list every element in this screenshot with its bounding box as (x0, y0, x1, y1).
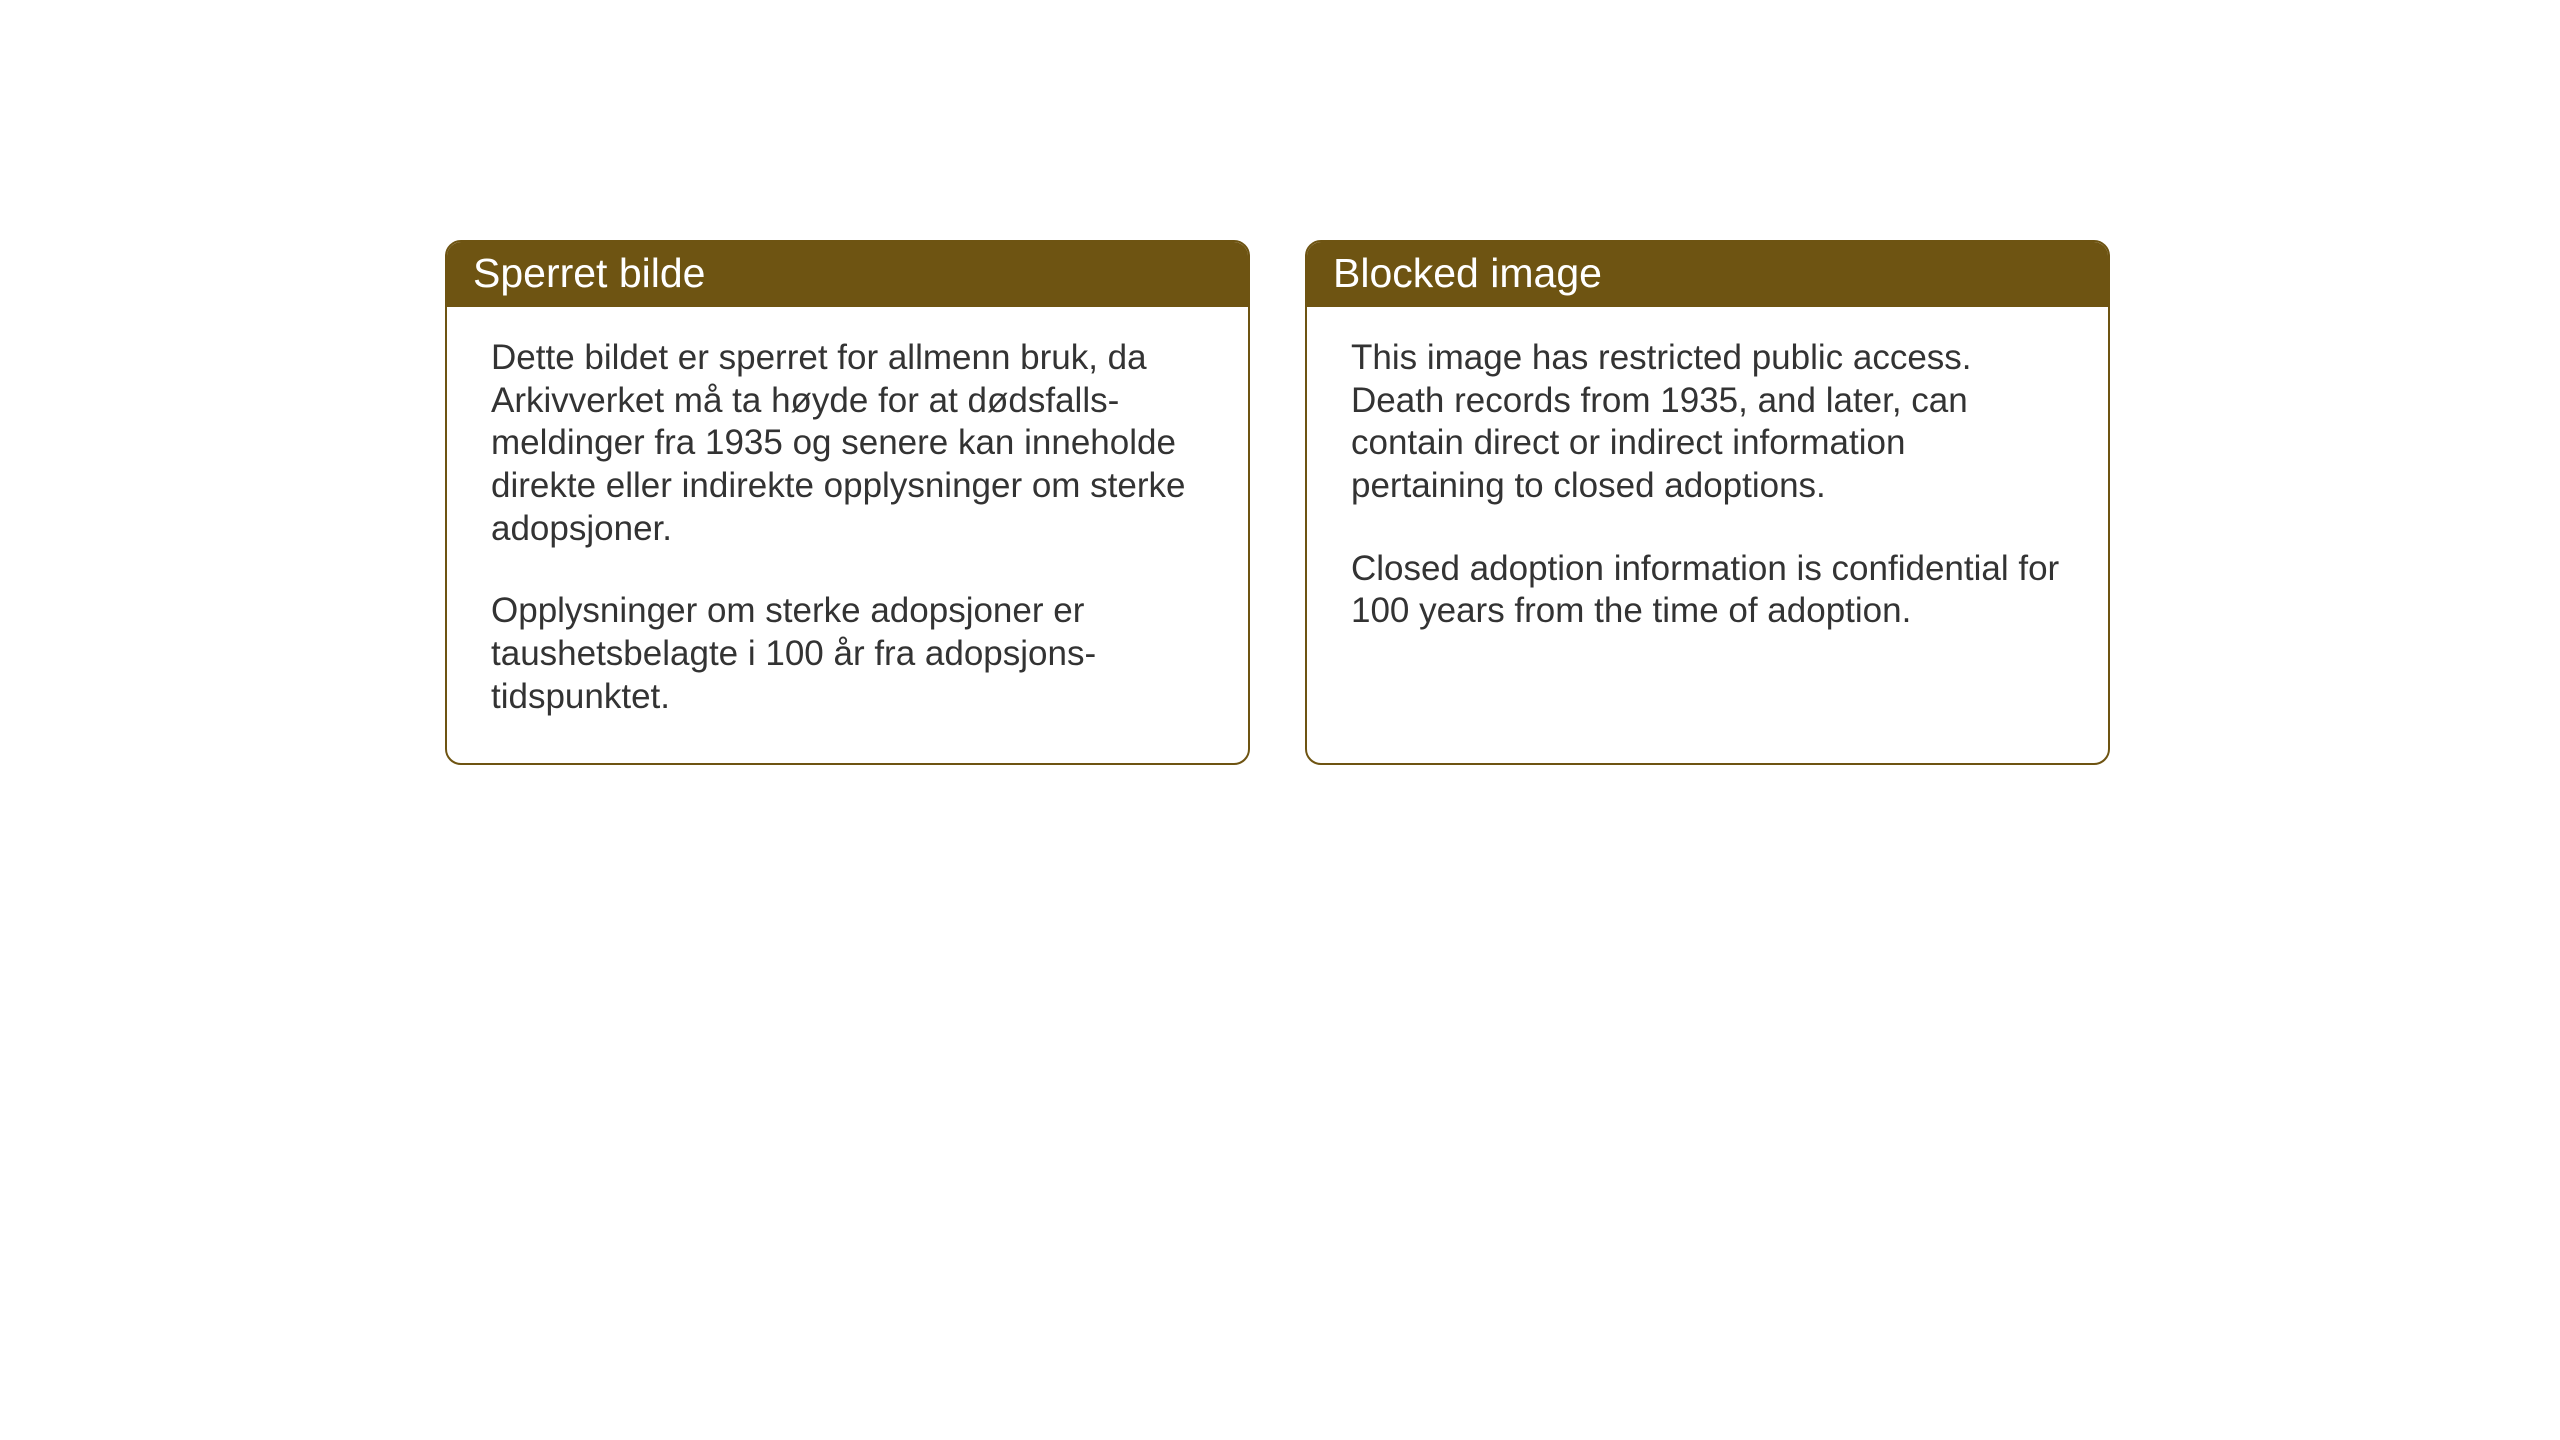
notice-body-english: This image has restricted public access.… (1307, 307, 2108, 717)
notice-paragraph: Opplysninger om sterke adopsjoner er tau… (491, 590, 1204, 718)
notice-paragraph: Dette bildet er sperret for allmenn bruk… (491, 337, 1204, 550)
notice-header-norwegian: Sperret bilde (447, 242, 1248, 307)
notice-header-english: Blocked image (1307, 242, 2108, 307)
notice-body-norwegian: Dette bildet er sperret for allmenn bruk… (447, 307, 1248, 763)
notice-paragraph: This image has restricted public access.… (1351, 337, 2064, 508)
notice-card-english: Blocked image This image has restricted … (1305, 240, 2110, 765)
notice-container: Sperret bilde Dette bildet er sperret fo… (445, 240, 2110, 765)
notice-card-norwegian: Sperret bilde Dette bildet er sperret fo… (445, 240, 1250, 765)
notice-paragraph: Closed adoption information is confident… (1351, 548, 2064, 633)
